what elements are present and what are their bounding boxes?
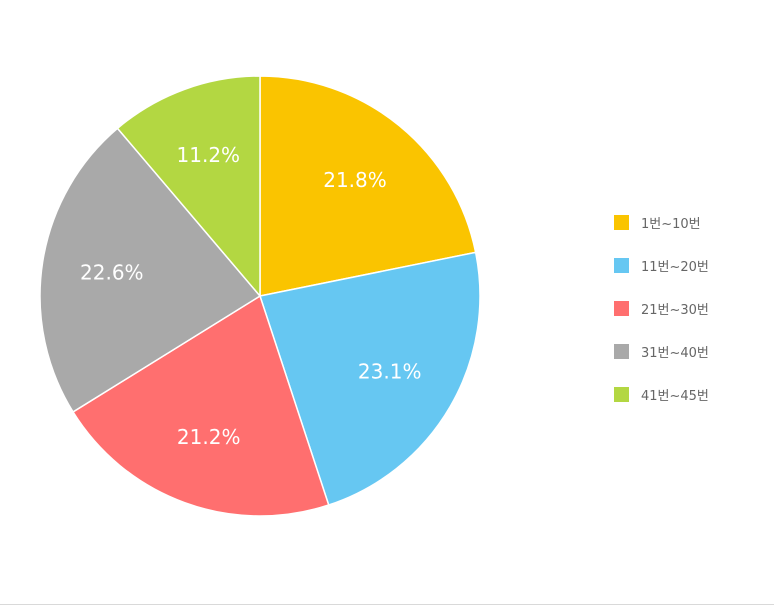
pie-label-1: 21.8%: [323, 168, 387, 192]
bottom-divider: [0, 604, 774, 605]
pie-slice-2[interactable]: [259, 251, 481, 506]
legend-item-3[interactable]: 21번~30번: [614, 298, 764, 318]
legend-swatch-2: [614, 257, 629, 273]
legend-label-4: 31번~40번: [641, 345, 709, 361]
legend-swatch-4: [614, 343, 629, 359]
pie-label-5: 11.2%: [177, 143, 241, 167]
pie-slice-3[interactable]: [71, 294, 330, 517]
pie-slices: [39, 75, 481, 517]
legend-label-2: 11번~20번: [641, 259, 709, 275]
legend: 1번~10번 11번~20번 21번~30번 31번~40번 41번~45번: [614, 212, 764, 427]
legend-label-3: 21번~30번: [641, 302, 709, 318]
legend-item-4[interactable]: 31번~40번: [614, 341, 764, 361]
pie-slice-1[interactable]: [259, 75, 477, 297]
legend-item-5[interactable]: 41번~45번: [614, 384, 764, 404]
pie-label-3: 21.2%: [177, 425, 241, 449]
legend-swatch-3: [614, 300, 629, 316]
pie-label-4: 22.6%: [80, 261, 144, 285]
legend-item-1[interactable]: 1번~10번: [614, 212, 764, 232]
legend-swatch-1: [614, 214, 629, 230]
legend-item-2[interactable]: 11번~20번: [614, 255, 764, 275]
legend-swatch-5: [614, 386, 629, 402]
pie-slice-4[interactable]: [39, 127, 262, 413]
pie-slice-5[interactable]: [116, 75, 261, 299]
pie-labels: 21.8% 23.1% 21.2% 22.6% 11.2%: [80, 143, 421, 449]
pie-label-2: 23.1%: [358, 359, 422, 383]
legend-label-1: 1번~10번: [641, 216, 701, 232]
legend-label-5: 41번~45번: [641, 388, 709, 404]
